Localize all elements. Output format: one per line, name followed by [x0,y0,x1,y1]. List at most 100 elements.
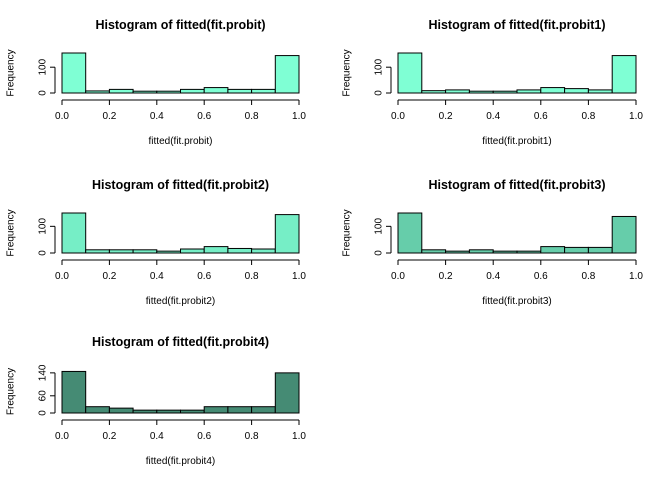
histogram-bar [156,250,182,254]
x-tick-label: 0.6 [197,111,211,122]
histogram-bar [468,90,494,94]
histogram-bar [468,249,494,254]
x-tick-label: 0.4 [150,271,164,282]
histogram-bar [397,212,423,254]
chart-title: Histogram of fitted(fit.probit2) [92,178,269,192]
histogram-bar [108,249,134,254]
histogram-bar [203,87,229,94]
y-tick-label: 60 [38,390,49,402]
histogram-bar [516,89,542,94]
histogram-bar [180,88,205,94]
x-axis-label: fitted(fit.probit3) [482,296,551,307]
histogram-bar [251,88,276,94]
y-axis-label: Frequency [342,49,353,96]
x-tick-label: 0.2 [102,271,116,282]
x-tick-label: 0.0 [391,111,405,122]
histogram-bar [540,246,566,254]
y-tick-label: 0 [38,410,49,416]
histogram-bar [227,406,253,414]
histogram-bar [180,248,205,254]
histogram-bar [61,212,87,254]
y-tick-label: 0 [374,90,385,96]
histogram-bar [564,88,589,94]
histogram-panel-5: Histogram of fitted(fit.probit4) 0.0 0.2 0.… [6,335,307,467]
x-tick-label: 0.0 [55,111,69,122]
histogram-bar [421,90,447,94]
x-tick-label: 0.0 [391,271,405,282]
x-axis-label: fitted(fit.probit1) [482,136,551,147]
chart-title: Histogram of fitted(fit.probit) [95,18,265,32]
x-tick-label: 0.8 [581,111,595,122]
histogram-bar [611,215,637,254]
histogram-bar [203,406,229,414]
y-tick-label: 0 [38,250,49,256]
x-tick-label: 0.4 [150,111,164,122]
x-tick-label: 0.6 [534,271,548,282]
histogram-bar [85,406,110,414]
histogram-bar [180,409,205,414]
x-tick-label: 0.8 [245,111,259,122]
x-tick-label: 0.0 [55,271,69,282]
histogram-bar [227,88,253,94]
x-tick-label: 1.0 [292,111,306,122]
x-tick-label: 0.4 [486,111,500,122]
histogram-bar [156,90,182,94]
histogram-bar [492,250,518,254]
histogram-bar [132,249,158,254]
histogram-bar [251,406,276,414]
histogram-bar [203,246,229,254]
histogram-bar [132,90,158,94]
x-tick-label: 0.6 [197,271,211,282]
histogram-bar [227,247,253,254]
histogram-panel-4: Histogram of fitted(fit.probit3) 0.0 0.2 0.… [342,178,644,307]
histogram-bar [108,88,134,94]
y-axis-label: Frequency [342,209,353,256]
y-axis-label: Frequency [6,368,17,415]
x-tick-label: 0.6 [197,431,211,442]
x-tick-label: 1.0 [629,271,643,282]
y-tick-label: 0 [374,250,385,256]
chart-title: Histogram of fitted(fit.probit1) [428,18,605,32]
y-tick-label: 100 [38,218,49,235]
histogram-bar [61,370,87,414]
x-tick-label: 0.8 [245,431,259,442]
histogram-bar [611,55,637,94]
histogram-bar [445,89,470,94]
x-tick-label: 0.8 [581,271,595,282]
histogram-bar [397,52,423,94]
histogram-bar [274,214,300,254]
y-axis-label: Frequency [6,209,17,256]
y-tick-label: 140 [38,364,49,381]
x-axis-label: fitted(fit.probit2) [146,296,215,307]
histogram-bar [564,246,589,254]
x-tick-label: 1.0 [292,431,306,442]
x-axis-label: fitted(fit.probit4) [146,456,215,467]
x-tick-label: 1.0 [629,111,643,122]
histogram-bar [274,372,300,414]
histogram-bar [492,90,518,94]
x-tick-label: 0.2 [439,271,453,282]
histogram-panel-2: Histogram of fitted(fit.probit1) 0.0 0.2 0.… [342,18,644,147]
y-tick-label: 100 [38,58,49,75]
x-tick-label: 0.2 [102,111,116,122]
y-tick-label: 100 [374,218,385,235]
histogram-bar [516,250,542,254]
histogram-bar [587,89,613,94]
histogram-bar [156,409,182,414]
x-tick-label: 0.0 [55,431,69,442]
histogram-bar [540,87,566,94]
y-tick-label: 0 [38,90,49,96]
histogram-bar [85,249,110,254]
histogram-bar [445,250,470,254]
histogram-bar [587,246,613,254]
histogram-bar [108,407,134,414]
histogram-bar [132,409,158,414]
x-tick-label: 0.8 [245,271,259,282]
x-tick-label: 0.6 [534,111,548,122]
histogram-bar [421,249,447,254]
histogram-bar [274,55,300,94]
chart-title: Histogram of fitted(fit.probit3) [428,178,605,192]
histogram-panel-1: Histogram of fitted(fit.probit) 0.0 0.2 0.4… [6,18,307,147]
